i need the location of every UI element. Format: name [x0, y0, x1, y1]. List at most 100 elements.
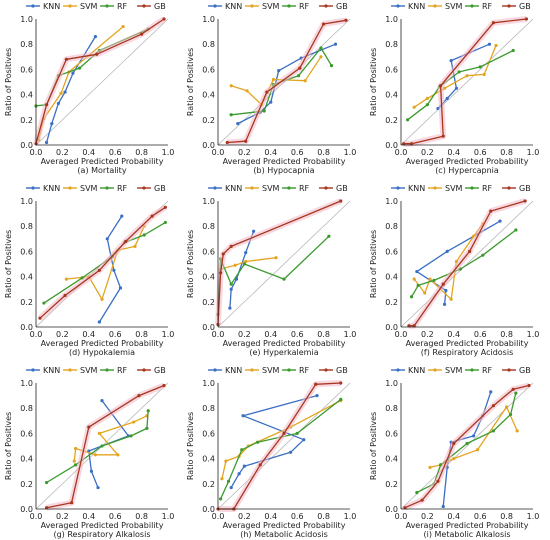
legend-label-GB: GB	[336, 2, 348, 11]
y-tick-label: 1.0	[385, 197, 398, 206]
legend-marker-SVM	[433, 4, 437, 8]
x-tick-label: 0.8	[135, 512, 148, 521]
legend-marker-RF	[105, 4, 109, 8]
data-point-SVM	[425, 96, 429, 100]
series-line-SVM	[66, 225, 145, 300]
data-point-RF	[229, 113, 233, 117]
data-point-GB	[221, 252, 225, 256]
legend-marker-RF	[287, 4, 291, 8]
panel-caption: (f) Respiratory Acidosis	[421, 348, 513, 357]
chart-panel-7: Ratio of Positives 0.0 0.2 0.4 0.6 0.8 1.0 0.0 0…	[4, 366, 174, 539]
data-point-RF	[514, 228, 518, 232]
x-tick-label: 0.6	[474, 512, 487, 521]
y-tick-label: 0.2	[202, 480, 215, 489]
data-point-RF	[77, 66, 82, 70]
y-tick-label: 1.0	[385, 379, 398, 388]
x-tick-label: 0.2	[238, 330, 251, 339]
legend-label-RF: RF	[117, 184, 128, 193]
data-point-SVM	[452, 457, 456, 461]
series-line-GB	[218, 382, 341, 510]
legend: KNN SVM RF GB	[26, 184, 166, 193]
data-point-SVM	[245, 89, 249, 93]
legend-marker-RF	[470, 186, 474, 190]
legend-marker-KNN	[396, 186, 400, 190]
x-tick-label: 0.8	[135, 330, 148, 339]
legend-label-SVM: SVM	[445, 366, 463, 375]
y-tick-label: 0.6	[385, 65, 398, 74]
data-point-RF	[481, 253, 485, 257]
data-point-SVM	[64, 277, 68, 281]
series-band-GB	[215, 198, 342, 325]
series-line-RF	[46, 410, 149, 484]
data-point-KNN	[120, 214, 124, 218]
data-point-RF	[409, 295, 414, 299]
panel-caption: (d) Hypokalemia	[69, 348, 135, 357]
legend-label-RF: RF	[482, 366, 493, 375]
y-tick-label: 0.8	[202, 222, 215, 231]
x-tick-label: 0.2	[56, 512, 69, 521]
legend-label-GB: GB	[336, 184, 348, 193]
y-tick-label: 0.8	[20, 404, 33, 413]
data-point-GB	[491, 21, 495, 25]
data-point-KNN	[44, 140, 49, 145]
x-tick-label: 0.2	[238, 148, 251, 157]
x-tick-label: 0.2	[421, 512, 434, 521]
data-point-GB	[441, 282, 445, 286]
data-point-SVM	[319, 55, 323, 59]
panel-caption: (c) Hypercapnia	[435, 166, 499, 175]
y-tick-label: 0.0	[202, 141, 215, 150]
data-point-RF	[100, 444, 104, 448]
x-tick-label: 1.0	[527, 512, 540, 521]
x-tick-label: 0.0	[395, 148, 408, 157]
data-point-GB	[38, 316, 42, 320]
data-point-RF	[44, 480, 49, 485]
legend-label-KNN: KNN	[225, 366, 242, 375]
legend: KNN SVM RF GB	[26, 366, 166, 375]
y-tick-label: 0.6	[202, 65, 215, 74]
data-point-KNN	[472, 434, 476, 438]
x-tick-label: 0.0	[212, 330, 225, 339]
data-point-RF	[491, 429, 495, 433]
data-point-GB	[322, 22, 326, 26]
data-point-RF	[425, 103, 429, 107]
y-axis-label: Ratio of Positives	[186, 48, 195, 116]
series-line-GB	[227, 19, 347, 144]
data-point-RF	[262, 109, 266, 113]
x-tick-label: 0.8	[500, 330, 513, 339]
legend: KNN SVM RF GB	[208, 2, 348, 11]
data-point-RF	[240, 448, 244, 452]
data-point-RF	[432, 278, 436, 282]
data-point-GB	[511, 387, 515, 391]
data-point-KNN	[63, 90, 67, 94]
y-tick-label: 0.4	[202, 455, 215, 464]
x-tick-label: 0.2	[421, 148, 434, 157]
data-point-RF	[145, 426, 149, 430]
x-tick-label: 1.0	[344, 148, 357, 157]
legend-marker-RF	[287, 186, 291, 190]
x-tick-label: 0.8	[500, 512, 513, 521]
y-tick-label: 0.8	[20, 40, 33, 49]
legend-marker-GB	[507, 368, 511, 372]
x-axis-label: Averaged Predicted Probability	[41, 157, 164, 166]
data-point-SVM	[74, 446, 78, 451]
data-point-SVM	[97, 431, 101, 435]
y-tick-label: 0.6	[385, 247, 398, 256]
data-point-GB	[229, 244, 233, 248]
x-tick-label: 0.4	[264, 148, 277, 157]
data-point-RF	[74, 463, 78, 467]
data-point-RF	[478, 65, 482, 69]
data-point-SVM	[274, 256, 278, 260]
data-point-GB	[97, 268, 101, 272]
x-tick-label: 0.0	[30, 148, 43, 157]
y-tick-label: 0.2	[20, 116, 33, 125]
legend-label-KNN: KNN	[408, 2, 425, 11]
series-line-SVM	[221, 400, 342, 479]
chart-panel-5: Ratio of Positives 0.0 0.2 0.4 0.6 0.8 1.0 0.0 0…	[186, 184, 356, 357]
y-tick-label: 0.6	[385, 429, 398, 438]
x-tick-label: 0.6	[291, 512, 304, 521]
data-point-GB	[524, 17, 529, 21]
panel-caption: (e) Hyperkalemia	[249, 348, 318, 357]
data-point-KNN	[56, 101, 61, 106]
x-tick-label: 0.2	[421, 330, 434, 339]
data-point-KNN	[89, 469, 94, 473]
